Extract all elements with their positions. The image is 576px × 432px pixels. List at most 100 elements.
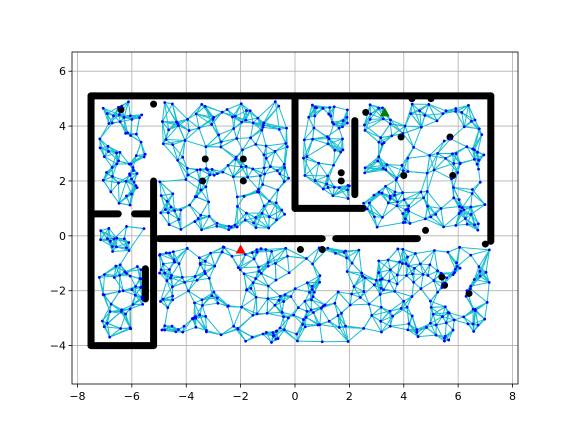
- sample-node: [375, 225, 379, 229]
- sample-node: [451, 328, 455, 332]
- roadmap-edge: [297, 340, 323, 343]
- sample-node: [278, 172, 282, 176]
- roadmap-edge: [287, 307, 299, 319]
- roadmap-edge: [310, 305, 324, 311]
- sample-node: [308, 290, 311, 294]
- sample-node: [440, 286, 444, 289]
- roadmap-edge: [420, 280, 435, 290]
- sample-node: [396, 247, 400, 251]
- sample-node: [327, 137, 331, 141]
- sample-node: [345, 121, 349, 125]
- sample-node: [112, 276, 116, 279]
- roadmap-edge: [470, 249, 490, 256]
- sample-node: [337, 325, 341, 329]
- roadmap-edge: [201, 305, 207, 317]
- sample-node: [194, 325, 198, 329]
- sample-node: [111, 174, 114, 178]
- roadmap-edge: [177, 160, 187, 180]
- sample-node: [325, 182, 329, 186]
- sample-node: [379, 136, 383, 140]
- sample-node: [410, 314, 414, 318]
- roadmap-edge: [119, 275, 124, 291]
- roadmap-edge: [217, 302, 228, 307]
- sample-node: [326, 246, 330, 250]
- sample-node: [340, 311, 343, 315]
- roadmap-edge: [241, 296, 257, 308]
- sample-node: [245, 211, 248, 215]
- roadmap-edge: [390, 123, 406, 127]
- sample-node: [217, 133, 221, 137]
- roadmap-edge: [104, 326, 121, 329]
- sample-node: [97, 275, 101, 279]
- sample-node: [367, 302, 371, 306]
- roadmap-edge: [123, 117, 127, 134]
- roadmap-edge: [443, 224, 456, 228]
- roadmap-edge: [279, 317, 289, 329]
- roadmap-edge: [364, 277, 375, 286]
- sample-node: [469, 253, 473, 257]
- sample-node: [443, 305, 447, 309]
- roadmap-edge: [390, 323, 409, 327]
- sample-node: [476, 150, 479, 154]
- roadmap-edge: [130, 135, 142, 143]
- sample-node: [127, 100, 130, 104]
- sample-node: [469, 205, 473, 209]
- sample-node: [195, 168, 199, 172]
- sample-node: [377, 106, 381, 110]
- roadmap-edge: [103, 146, 109, 157]
- roadmap-edge: [312, 263, 321, 283]
- roadmap-edge: [470, 206, 476, 225]
- roadmap-edge: [110, 291, 120, 305]
- roadmap-edge: [466, 214, 472, 225]
- roadmap-edge: [249, 110, 259, 119]
- sample-node: [403, 220, 407, 224]
- roadmap-edge: [266, 298, 269, 314]
- sample-node: [378, 292, 382, 296]
- sample-node: [235, 225, 239, 229]
- sample-node: [388, 309, 392, 313]
- roadmap-edge: [407, 253, 416, 258]
- roadmap-edge: [201, 216, 210, 231]
- roadmap-edge: [232, 176, 238, 197]
- sample-node: [321, 304, 325, 308]
- obstacle-point: [422, 226, 430, 234]
- sample-node: [302, 156, 305, 160]
- sample-node: [337, 126, 341, 130]
- sample-node: [386, 201, 390, 205]
- sample-node: [447, 311, 451, 315]
- roadmap-edge: [104, 152, 117, 158]
- roadmap-edge: [474, 119, 480, 129]
- sample-node: [462, 125, 466, 129]
- sample-node: [182, 324, 186, 328]
- sample-node: [255, 312, 259, 316]
- roadmap-edge: [161, 103, 173, 122]
- sample-node: [209, 251, 212, 255]
- roadmap-edge: [328, 123, 335, 139]
- sample-node: [124, 179, 128, 183]
- sample-node: [262, 153, 266, 157]
- sample-node: [177, 217, 181, 221]
- roadmap-edge: [267, 285, 281, 297]
- sample-node: [393, 193, 396, 197]
- sample-node: [132, 180, 136, 184]
- sample-node: [436, 152, 440, 155]
- roadmap-edge: [241, 306, 254, 316]
- roadmap-edge: [195, 113, 200, 129]
- roadmap-edge: [389, 300, 404, 312]
- roadmap-edge: [175, 325, 185, 333]
- roadmap-edge: [220, 328, 239, 336]
- roadmap-edge: [188, 276, 196, 292]
- roadmap-edge: [236, 121, 243, 139]
- roadmap-edge: [119, 114, 131, 117]
- sample-node: [363, 276, 367, 280]
- sample-node: [261, 125, 265, 129]
- sample-node: [451, 273, 455, 276]
- roadmap-edge: [108, 151, 119, 162]
- sample-node: [442, 139, 446, 143]
- sample-node: [462, 208, 466, 212]
- sample-node: [138, 116, 141, 120]
- roadmap-edge: [386, 164, 402, 166]
- sample-node: [129, 327, 133, 331]
- roadmap-edge: [241, 306, 258, 315]
